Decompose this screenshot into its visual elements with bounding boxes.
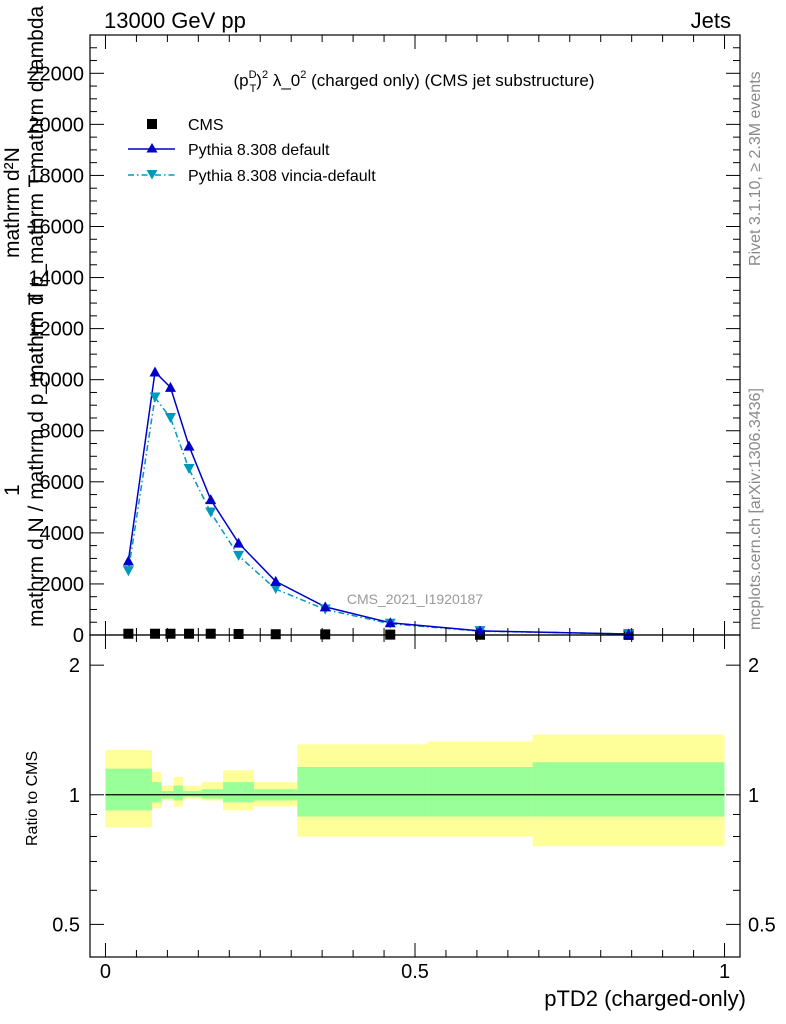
ratio-ytick-label-left: 1 [69, 785, 80, 807]
xtick-label: 0.5 [401, 961, 429, 983]
tick-labels: 0 2000 4000 6000 8000 10000 12000 14000 16000 180… [28, 63, 775, 983]
ylabel-denominator: mathrm d N / mathrm d p_mathrm T [25, 292, 48, 627]
legend-vincia-label: Pythia 8.308 vincia-default [188, 168, 376, 185]
vincia-data-point [205, 507, 217, 518]
ylabel-fraction-one: 1 [1, 484, 24, 496]
rivet-version-label: Rivet 3.1.10, ≥ 2.3M events [747, 71, 764, 266]
cms-data-point [123, 628, 134, 639]
main-ytick-label: 12000 [28, 319, 84, 341]
main-ytick-label: 20000 [28, 114, 84, 136]
ratio-band-inner [427, 767, 533, 817]
cms-data-point [184, 628, 195, 639]
ylabel-numerator-1: mathrm d²N [1, 147, 24, 258]
ratio-band-inner [173, 785, 183, 801]
main-ytick-label: 0 [73, 625, 84, 647]
cms-data-point [233, 628, 244, 639]
cms-data-point [320, 629, 331, 640]
main-ytick-label: 18000 [28, 165, 84, 187]
vincia-data-point [233, 550, 245, 561]
legend-default-label: Pythia 8.308 default [188, 142, 330, 159]
ratio-band-inner [297, 767, 428, 817]
header-process-label: Jets [691, 8, 731, 33]
analysis-label: CMS_2021_I1920187 [347, 591, 483, 607]
vincia-data-point [270, 584, 282, 595]
cms-data-point [205, 628, 216, 639]
default-data-point [233, 537, 245, 548]
mcplots-label: mcplots.cern.ch [arXiv:1306.3436] [747, 388, 764, 630]
legend-cms-marker [147, 119, 157, 129]
ratio-band-inner [201, 789, 224, 799]
cms-data-point [150, 628, 160, 639]
ratio-ytick-label-right: 2 [748, 655, 759, 677]
cms-data-point [270, 629, 281, 640]
legend-default-marker [146, 143, 158, 153]
main-ytick-label: 2000 [40, 574, 85, 596]
vincia-data-point [183, 464, 195, 475]
ratio-band-inner [182, 791, 202, 797]
ratio-band-inner [223, 782, 255, 803]
default-data-point [149, 366, 161, 377]
main-y-axis-label: mathrm d²N mathrm d p_mathrm T mathrm d … [1, 5, 48, 627]
vincia-data-point [149, 392, 161, 403]
main-ytick-label: 4000 [40, 523, 85, 545]
main-ytick-label: 6000 [40, 472, 85, 494]
main-ytick-label: 8000 [40, 421, 85, 443]
ylabel-numerator-2: mathrm d p_mathrm T mathrm d lambda [25, 5, 48, 382]
plot-title: (pD T)2 λ_02 (charged only) (CMS jet subs… [233, 69, 594, 95]
vincia-data-point [164, 412, 176, 423]
ratio-bands [105, 734, 725, 847]
axes [89, 34, 741, 958]
xtick-label: 1 [719, 961, 730, 983]
main-ytick-label: 10000 [28, 370, 84, 392]
default-data-point [183, 440, 195, 451]
main-ytick-label: 22000 [28, 63, 84, 85]
default-data-point [384, 617, 396, 628]
legend: CMS Pythia 8.308 default Pythia 8.308 vi… [128, 117, 376, 185]
default-data-point [164, 381, 176, 392]
ratio-band-inner [151, 782, 162, 803]
default-data-point [270, 575, 282, 586]
ratio-ytick-label-left: 2 [69, 655, 80, 677]
cms-data-point [165, 628, 176, 639]
ratio-ytick-label-left: 0.5 [52, 914, 80, 936]
ratio-ytick-label-right: 0.5 [748, 914, 776, 936]
ratio-band-inner [532, 762, 725, 817]
xtick-label: 0 [100, 961, 111, 983]
legend-vincia-marker [146, 170, 158, 180]
x-axis-label: pTD2 (charged-only) [544, 986, 746, 1011]
legend-cms-label: CMS [188, 117, 224, 134]
ratio-ytick-label-right: 1 [748, 785, 759, 807]
default-data-point [205, 494, 217, 505]
header-collision-label: 13000 GeV pp [104, 8, 246, 33]
vincia-data-point [122, 566, 134, 577]
main-ytick-label: 16000 [28, 216, 84, 238]
ratio-y-axis-label: Ratio to CMS [24, 751, 41, 846]
main-ytick-label: 14000 [28, 268, 84, 290]
default-data-point [319, 601, 331, 612]
ratio-band-inner [105, 768, 152, 811]
default-data-point [122, 555, 134, 566]
